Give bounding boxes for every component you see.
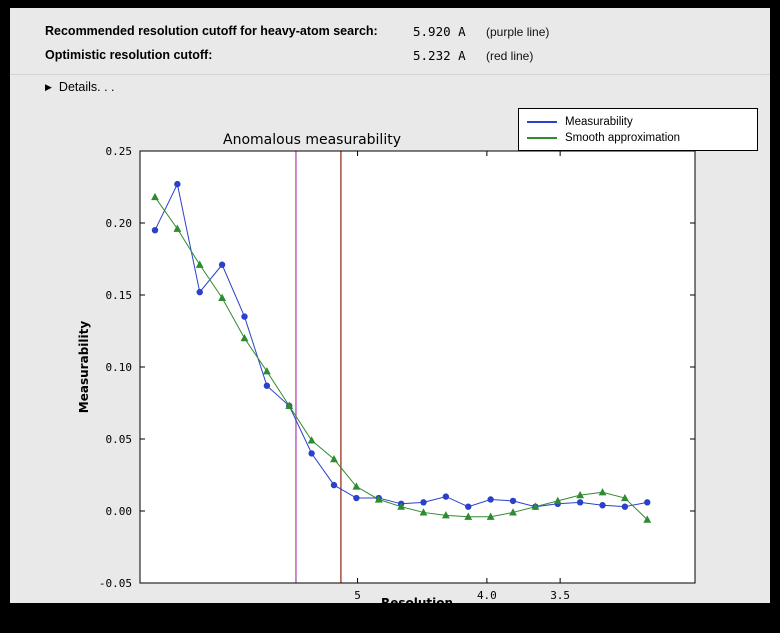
measurability-point: [465, 503, 472, 510]
smooth-point: [643, 515, 652, 523]
measurability-point: [151, 227, 159, 234]
smooth-point: [553, 496, 562, 505]
measurability-point: [218, 261, 226, 268]
measurability-point: [353, 494, 360, 502]
x-tick-label: 5: [354, 589, 361, 602]
y-tick-label: -0.05: [99, 577, 132, 590]
smooth-point: [330, 454, 338, 463]
smooth-point: [262, 367, 271, 375]
smooth-point: [441, 511, 450, 519]
smooth-point: [464, 512, 473, 520]
measurability-point: [420, 499, 427, 506]
chart-title: Anomalous measurability: [223, 132, 401, 148]
smooth-line-swatch: [527, 137, 557, 139]
app-window: Recommended resolution cutoff for heavy-…: [10, 8, 770, 603]
recommended-cutoff-value: 5.920 A: [413, 24, 466, 39]
smooth-point: [352, 482, 361, 490]
smooth-point: [598, 488, 607, 496]
smooth-point: [173, 224, 182, 232]
measurability-point: [621, 503, 629, 510]
x-axis-label: Resolution: [381, 596, 453, 603]
y-tick-label: 0.00: [106, 505, 133, 518]
y-tick-label: 0.20: [106, 217, 133, 230]
measurability-point: [644, 499, 651, 506]
measurability-point: [241, 313, 248, 320]
x-tick-label: 3.5: [550, 589, 570, 602]
smooth-point: [509, 508, 517, 516]
details-label: Details. . .: [58, 80, 115, 94]
legend-item-smooth: Smooth approximation: [527, 130, 749, 146]
red-line-note: (red line): [486, 49, 534, 63]
measurability-point: [330, 481, 338, 489]
measurability-point: [599, 502, 606, 509]
chart-area: -0.05 0.00 0.05 0.10 0.15 0.20 0.25 5 4.0 3.5 Anom…: [10, 100, 770, 603]
measurability-point: [174, 180, 181, 188]
smooth-point: [240, 334, 249, 342]
smooth-point: [620, 493, 629, 502]
measurability-point: [487, 496, 494, 503]
x-tick-label: 4.0: [477, 589, 497, 602]
smooth-point: [285, 401, 294, 409]
optimistic-cutoff-row: Optimistic resolution cutoff: 5.232 A (r…: [10, 44, 770, 68]
results-header: Recommended resolution cutoff for heavy-…: [10, 8, 770, 75]
optimistic-cutoff-label: Optimistic resolution cutoff:: [45, 48, 213, 62]
plot-background: [140, 151, 695, 583]
legend-label-measurability: Measurability: [565, 116, 633, 128]
measurability-point: [509, 497, 517, 505]
smooth-point: [151, 192, 159, 201]
recommended-cutoff-row: Recommended resolution cutoff for heavy-…: [10, 20, 770, 44]
smooth-point: [531, 502, 540, 510]
y-axis-label: Measurability: [77, 321, 91, 414]
measurability-point: [263, 382, 271, 389]
measurability-point: [442, 493, 450, 500]
smooth-point: [397, 502, 406, 510]
purple-line-note: (purple line): [486, 25, 550, 39]
measurability-line-swatch: [527, 121, 557, 123]
anomalous-measurability-plot: -0.05 0.00 0.05 0.10 0.15 0.20 0.25 5 4.0 3.5 Anom…: [77, 132, 696, 603]
smooth-point: [374, 495, 383, 503]
measurability-point: [576, 499, 584, 506]
smooth-point: [307, 436, 316, 444]
legend-label-smooth: Smooth approximation: [565, 132, 681, 144]
chart-legend: Measurability Smooth approximation: [518, 108, 758, 151]
smooth-point: [218, 293, 227, 301]
y-tick-label: 0.10: [106, 361, 133, 374]
smooth-point: [576, 490, 585, 499]
y-tick-label: 0.15: [106, 289, 133, 302]
smooth-point: [195, 260, 204, 268]
optimistic-cutoff-value: 5.232 A: [413, 48, 466, 63]
details-toggle[interactable]: ▶ Details. . .: [45, 80, 115, 94]
y-tick-label: 0.25: [106, 145, 133, 158]
smooth-point: [419, 508, 428, 516]
expand-arrow-icon: ▶: [45, 81, 52, 92]
measurability-point: [308, 450, 315, 457]
measurability-point: [196, 288, 203, 296]
y-tick-label: 0.05: [106, 433, 133, 446]
smooth-point: [486, 512, 495, 520]
recommended-cutoff-label: Recommended resolution cutoff for heavy-…: [45, 24, 378, 38]
legend-item-measurability: Measurability: [527, 114, 749, 130]
